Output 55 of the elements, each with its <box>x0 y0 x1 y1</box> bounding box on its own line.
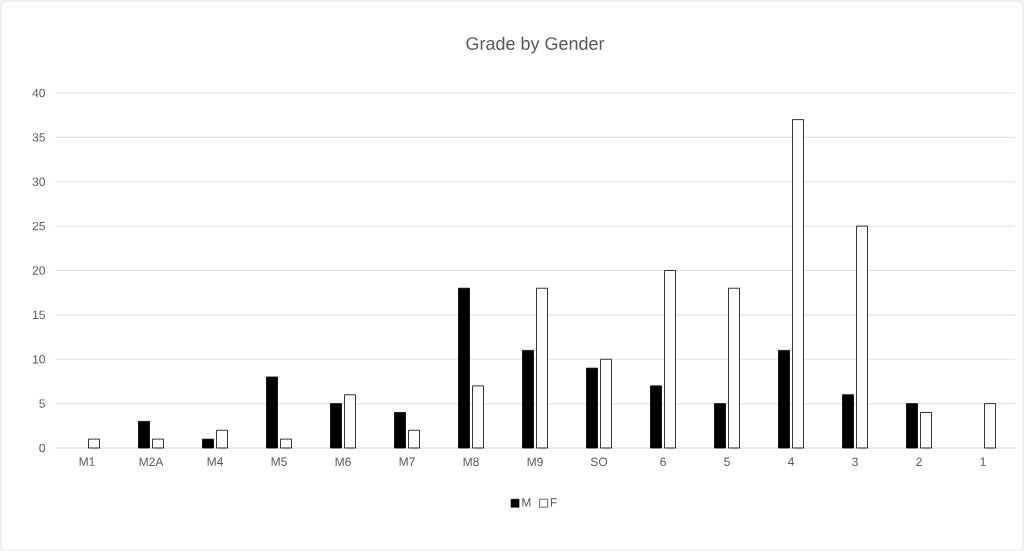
y-tick-label: 20 <box>32 266 45 275</box>
y-tick-label: 35 <box>32 133 45 142</box>
bar <box>152 438 164 449</box>
bar <box>536 287 548 449</box>
bar <box>472 385 484 449</box>
y-tick-label: 5 <box>39 399 45 408</box>
x-tick-label: M1 <box>79 457 95 466</box>
bar <box>792 119 804 449</box>
bar <box>650 385 662 449</box>
x-tick-label: M2A <box>139 457 164 466</box>
y-tick-label: 25 <box>32 221 45 231</box>
bar <box>842 394 854 449</box>
x-tick-label: 3 <box>852 457 858 467</box>
x-tick-label: M5 <box>271 457 287 466</box>
bar <box>600 358 612 449</box>
bar <box>664 270 676 449</box>
bar <box>408 429 420 449</box>
x-tick-label: M8 <box>463 457 479 467</box>
bar <box>856 225 868 449</box>
bar <box>522 349 534 449</box>
y-tick-label: 30 <box>32 177 45 186</box>
bar <box>778 349 790 449</box>
bar <box>714 403 726 449</box>
x-tick-label: 6 <box>660 457 666 467</box>
bar <box>728 287 740 449</box>
bar <box>394 412 406 449</box>
bar <box>458 287 470 449</box>
x-tick-label: 4 <box>787 457 794 466</box>
y-tick-label: 10 <box>33 355 45 364</box>
x-tick-label: 2 <box>916 457 922 466</box>
y-tick-label: 0 <box>39 443 45 453</box>
x-tick-label: 1 <box>980 457 986 466</box>
x-tick-label: SO <box>590 457 608 467</box>
x-tick-label: 5 <box>724 457 730 466</box>
bar <box>216 429 228 449</box>
bar <box>202 438 214 449</box>
legend-label: F <box>550 498 557 507</box>
bar <box>266 376 278 449</box>
bar <box>138 420 150 449</box>
y-tick-label: 40 <box>32 88 45 98</box>
bar <box>88 438 100 449</box>
chart-title: Grade by Gender <box>466 36 605 54</box>
x-tick-label: M7 <box>399 457 415 466</box>
bar <box>920 412 932 449</box>
y-tick-label: 15 <box>33 310 45 320</box>
bar <box>906 403 918 449</box>
bar <box>280 438 292 449</box>
legend-label: M <box>522 498 531 507</box>
x-tick-label: M6 <box>335 457 351 467</box>
bar <box>586 367 598 449</box>
x-tick-label: M4 <box>207 457 223 466</box>
bar <box>330 403 342 449</box>
bar <box>984 403 996 449</box>
bar <box>344 394 356 449</box>
x-tick-label: M9 <box>527 457 543 467</box>
